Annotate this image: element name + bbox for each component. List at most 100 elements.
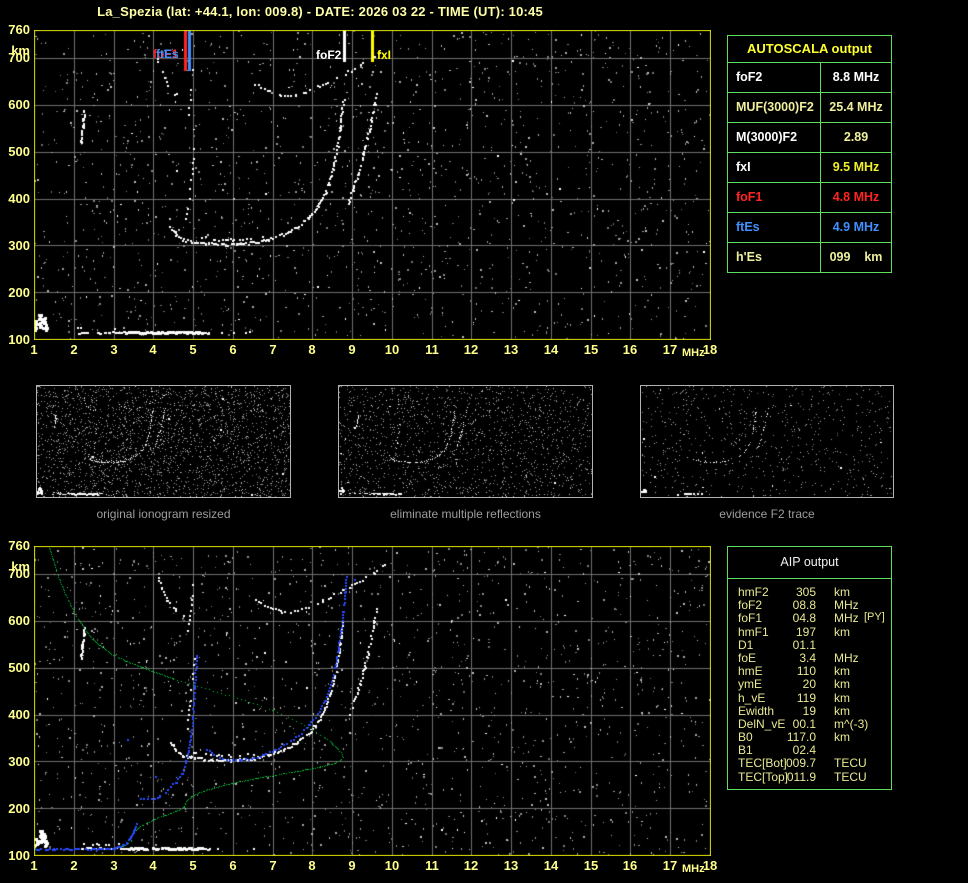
x-tick-label: 3 [110, 858, 118, 873]
marker-label-fxI: fxI [377, 48, 392, 62]
aip-row-hmF2: hmF2 305 km [728, 585, 891, 599]
x-tick-label: 1 [30, 342, 38, 357]
aip-unit: km [834, 703, 850, 718]
thumbnail-evidence-f2-trace [640, 385, 894, 498]
aip-value: 197 [795, 624, 816, 639]
y-tick-label: 300 [8, 238, 30, 253]
aip-unit: km [834, 730, 850, 745]
aip-unit: MHz [834, 598, 859, 613]
x-tick-label: 9 [348, 342, 356, 357]
x-tick-label: 6 [229, 858, 237, 873]
aip-unit: TECU [834, 769, 867, 784]
y-tick-label: 500 [8, 144, 30, 159]
x-tick-label: 17 [662, 342, 678, 357]
aip-name: Ewidth [738, 703, 775, 718]
aip-row-hmE: hmE 110 km [728, 664, 891, 679]
y-tick-label: 760 [8, 22, 30, 37]
aip-name: hmF1 [738, 624, 769, 639]
x-tick-label: 4 [149, 858, 157, 873]
x-tick-label: 15 [583, 858, 599, 873]
x-tick-label: 7 [269, 342, 277, 357]
aip-row-h_vE: h_vE 119 km [728, 690, 891, 705]
x-tick-label: 8 [308, 858, 316, 873]
x-tick-label: 16 [622, 342, 638, 357]
aip-name: B0 [738, 730, 753, 745]
x-tick-label: 11 [425, 342, 439, 357]
y-tick-label: 200 [8, 801, 30, 816]
aip-name: DelN_vE [738, 716, 786, 731]
aip-row-B1: B1 02.4 [728, 743, 891, 758]
aip-value: 305 [795, 585, 816, 599]
aip-value: 119 [796, 690, 816, 705]
aip-value: 01.1 [792, 637, 816, 652]
aip-unit: MHz [834, 611, 859, 626]
thumbnail-caption: eliminate multiple reflections [390, 507, 541, 521]
aip-row-foE: foE 3.4 MHz [728, 650, 891, 665]
aip-name: ymE [738, 677, 762, 692]
aip-value: 04.8 [792, 611, 816, 626]
y-tick-label: 600 [8, 613, 30, 628]
autoscala-row-MUF(3000)F2: MUF(3000)F2 25.4 MHz [728, 93, 891, 123]
marker-label-ftEs: ftEs [156, 47, 179, 61]
y-tick-label: 700 [8, 566, 30, 581]
y-tick-label: 300 [8, 754, 30, 769]
x-tick-label: 6 [229, 342, 237, 357]
aip-row-B0: B0 117.0 km [728, 730, 891, 745]
autoscala-row-foF1: foF1 4.8 MHz [728, 183, 891, 213]
parameter-name: fxI [728, 153, 821, 182]
marker-label-foF1: foF1 [153, 47, 179, 61]
aip-unit: km [834, 664, 850, 679]
aip-name: foF1 [738, 611, 763, 626]
aip-unit: km [834, 677, 850, 692]
aip-unit: TECU [834, 756, 867, 771]
autoscala-row-ftEs: ftEs 4.9 MHz [728, 213, 891, 243]
aip-note: [PY] [864, 611, 885, 624]
parameter-name: M(3000)F2 [728, 123, 821, 152]
parameter-name: MUF(3000)F2 [728, 93, 821, 122]
aip-value: 08.8 [792, 598, 816, 613]
aip-unit: MHz [834, 650, 859, 665]
x-tick-label: 10 [384, 342, 400, 357]
x-tick-label: 13 [503, 342, 519, 357]
aip-table-header: AIP output [728, 547, 891, 579]
y-axis-unit: km [11, 43, 30, 58]
aip-name: B1 [738, 743, 753, 758]
aip-unit: km [834, 624, 850, 639]
parameter-name: ftEs [728, 213, 821, 242]
x-tick-label: 7 [269, 858, 277, 873]
aip-value: 117.0 [786, 730, 816, 745]
aip-row-foF2: foF2 08.8 MHz [728, 598, 891, 613]
x-tick-label: 9 [348, 858, 356, 873]
x-tick-label: 5 [189, 858, 197, 873]
x-tick-label: 2 [70, 342, 78, 357]
aip-value: 00.1 [792, 716, 816, 731]
aip-value: 02.4 [792, 743, 816, 758]
x-tick-label: 18 [702, 342, 718, 357]
aip-row-TEC[Top]: TEC[Top] 011.9 TECU [728, 769, 891, 784]
y-tick-label: 600 [8, 97, 30, 112]
y-tick-label: 100 [8, 332, 30, 347]
aip-unit: km [834, 585, 850, 599]
x-tick-label: 14 [543, 342, 559, 357]
autoscala-row-fxI: fxI 9.5 MHz [728, 153, 891, 183]
aip-value: 19 [802, 703, 816, 718]
aip-row-hmF1: hmF1 197 km [728, 624, 891, 639]
parameter-name: foF1 [728, 183, 821, 212]
aip-value: 3.4 [799, 650, 816, 665]
x-tick-label: 5 [189, 342, 197, 357]
parameter-name: foF2 [728, 63, 821, 92]
aip-unit: km [834, 690, 850, 705]
autoscala-output-table: AUTOSCALA output foF2 8.8 MHz MUF(3000)F2 2… [727, 35, 892, 273]
aip-name: h_vE [738, 690, 766, 705]
aip-output-table: AIP output hmF2 305 km foF2 08.8 MHz foF1 04.8 M… [727, 546, 892, 790]
aip-value: 011.9 [786, 769, 816, 784]
x-tick-label: 15 [583, 342, 599, 357]
thumbnail-caption: original ionogram resized [96, 507, 231, 521]
aip-value: 20 [802, 677, 816, 692]
thumbnail-eliminate-reflections [338, 385, 593, 498]
aip-name: TEC[Top] [738, 769, 789, 784]
station-title: La_Spezia (lat: +44.1, lon: 009.8) - DAT… [97, 4, 543, 19]
aip-name: foE [738, 650, 757, 665]
x-tick-label: 10 [384, 858, 400, 873]
